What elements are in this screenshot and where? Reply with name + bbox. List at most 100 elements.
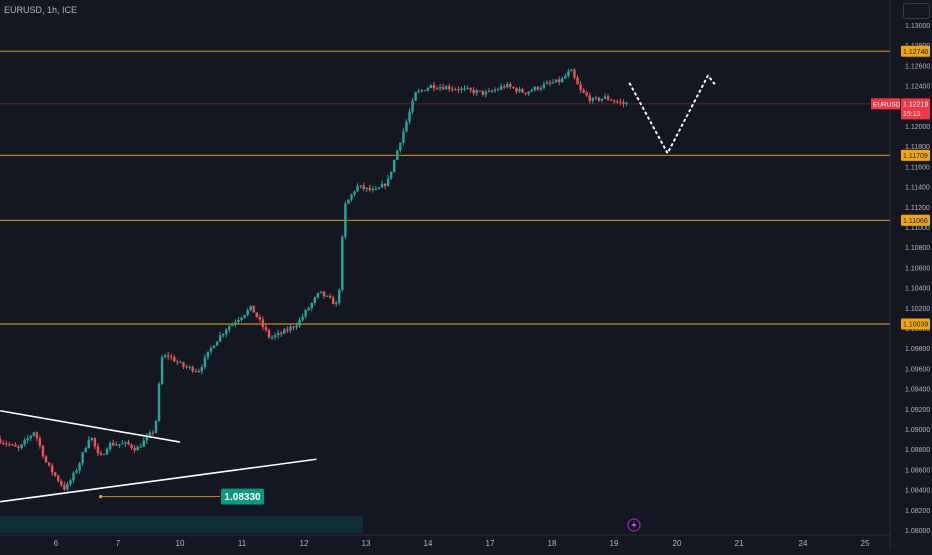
candle-body	[225, 329, 228, 334]
y-tick-label: 1.09000	[905, 427, 930, 434]
candle-body	[609, 99, 613, 101]
candle-body	[466, 88, 469, 90]
candle-body	[600, 98, 604, 101]
price-axis[interactable]	[890, 0, 932, 550]
symbol-tag	[871, 98, 900, 110]
candle-body	[554, 79, 558, 83]
trendline-lower	[0, 458, 317, 503]
candle-body	[490, 90, 494, 92]
candle-body	[542, 83, 546, 88]
candle-body	[457, 89, 460, 91]
candle-body	[167, 355, 170, 357]
candle-body	[47, 462, 51, 466]
candle-body	[496, 89, 500, 91]
candle-body	[512, 86, 515, 89]
candle-body	[481, 90, 485, 95]
y-tick-label: 1.11400	[905, 185, 930, 192]
candle-body	[270, 337, 274, 339]
candle-body	[567, 71, 570, 77]
y-tick-label: 1.13000	[905, 23, 930, 30]
candle-body	[139, 446, 142, 448]
candle-body	[283, 329, 286, 334]
candle-body	[163, 355, 167, 358]
y-tick-label: 1.11200	[905, 205, 930, 212]
candle-body	[295, 325, 298, 328]
candle-body	[359, 185, 362, 187]
candle-body	[414, 92, 417, 101]
candle-body	[221, 333, 225, 336]
x-tick-label: 20	[673, 539, 682, 548]
candle-body	[362, 185, 365, 189]
x-tick-label: 18	[548, 539, 557, 548]
level-price-tag	[901, 45, 930, 57]
candle-body	[246, 310, 249, 315]
candle-body	[380, 183, 384, 188]
candle-body	[597, 97, 601, 101]
candle-body	[23, 440, 26, 445]
candle-body	[399, 142, 402, 151]
candle-body	[441, 87, 445, 90]
level-price-tag-label: 1.10039	[903, 322, 928, 329]
candle-body	[509, 83, 512, 87]
candle-body	[313, 297, 317, 304]
candle-body	[347, 199, 350, 204]
candle-body	[0, 439, 2, 443]
level-price-tag-label: 1.11066	[903, 218, 928, 225]
symbol-title[interactable]: EURUSD, 1h, ICE	[4, 5, 78, 15]
y-tick-label: 1.09400	[905, 387, 930, 394]
y-tick-label: 1.10200	[905, 306, 930, 313]
candle-body	[588, 95, 591, 101]
candle-body	[11, 444, 14, 446]
lightning-icon[interactable]	[627, 518, 641, 532]
candle-body	[102, 454, 106, 456]
y-tick-label: 1.09600	[905, 366, 930, 373]
low-marker-dot	[99, 495, 103, 499]
candle-body	[325, 295, 329, 297]
candle-body	[316, 293, 320, 298]
candle-body	[197, 371, 200, 373]
candle-body	[261, 319, 265, 327]
y-tick-label: 1.10400	[905, 286, 930, 293]
candle-body	[533, 86, 536, 91]
candle-body	[622, 102, 625, 104]
candle-body	[582, 90, 585, 93]
settings-button[interactable]	[903, 3, 930, 19]
candle-body	[435, 88, 439, 90]
x-tick-label: 11	[238, 539, 247, 548]
level-price-tag	[901, 149, 930, 161]
candle-body	[252, 305, 255, 313]
candle-body	[142, 440, 145, 447]
candle-body	[87, 439, 90, 449]
candle-body	[322, 291, 326, 297]
candle-body	[212, 345, 216, 349]
candle-body	[460, 88, 463, 91]
candle-body	[72, 472, 75, 481]
y-tick-label: 1.12400	[905, 84, 930, 91]
low-price-label-box	[221, 488, 264, 505]
candle-body	[170, 356, 173, 358]
candle-body	[273, 335, 277, 338]
y-tick-label: 1.11000	[905, 225, 930, 232]
level-price-tag	[901, 318, 930, 330]
symbol-tag-label: EURUSD	[873, 101, 901, 108]
candle-body	[264, 326, 268, 331]
projection-path	[628, 73, 716, 156]
candle-body	[84, 448, 87, 453]
candle-body	[374, 189, 378, 191]
y-tick-label: 1.10800	[905, 245, 930, 252]
candle-body	[319, 291, 323, 294]
candle-body	[154, 421, 158, 433]
candle-body	[484, 91, 488, 95]
candle-body	[603, 96, 607, 99]
candle-body	[66, 484, 69, 490]
candle-body	[616, 101, 619, 103]
candle-body	[26, 438, 29, 441]
candle-body	[90, 437, 94, 440]
candle-body	[96, 446, 100, 454]
candle-body	[136, 446, 139, 451]
candle-body	[524, 92, 527, 94]
candle-body	[41, 445, 45, 457]
current-price-tag-label: 1.12219	[903, 101, 928, 108]
